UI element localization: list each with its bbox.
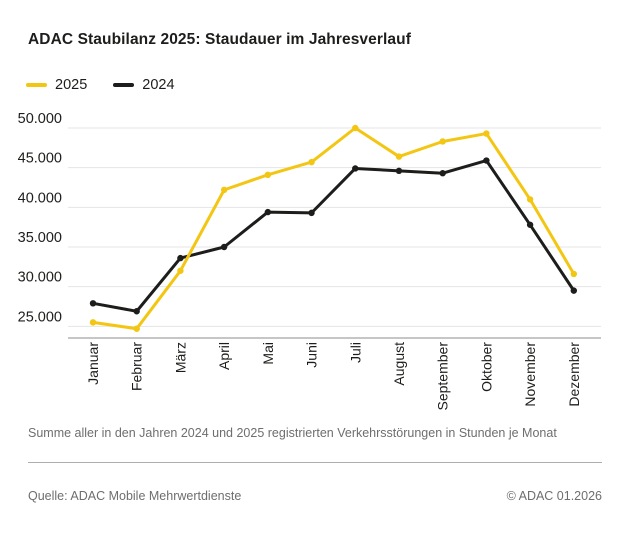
legend-item-2025: 2025 — [26, 77, 87, 93]
month-label: Mai — [260, 342, 276, 365]
data-point-2025 — [264, 171, 272, 179]
month-label: Oktober — [478, 342, 494, 392]
data-point-2025 — [352, 124, 359, 132]
legend-line-2024-icon — [113, 83, 135, 87]
data-point-2024 — [483, 157, 490, 164]
data-point-2024 — [439, 170, 446, 177]
month-label: November — [522, 342, 538, 407]
divider-line — [28, 462, 602, 463]
month-label: Februar — [129, 342, 145, 391]
legend-item-2024: 2024 — [113, 77, 175, 93]
chart-footnote: Summe aller in den Jahren 2024 und 2025 … — [28, 426, 557, 440]
source-text: Quelle: ADAC Mobile Mehrwertdienste — [28, 489, 242, 503]
y-axis-label: 50.000 — [18, 111, 62, 127]
data-point-2025 — [220, 186, 228, 194]
data-point-2024 — [177, 254, 184, 262]
month-label: September — [435, 342, 451, 411]
data-point-2024 — [133, 308, 140, 315]
data-point-2025 — [395, 153, 403, 160]
footer: Quelle: ADAC Mobile Mehrwertdienste © AD… — [28, 489, 602, 503]
data-point-2024 — [264, 208, 272, 216]
y-axis-label: 40.000 — [18, 190, 62, 206]
data-point-2024 — [526, 221, 534, 228]
data-point-2025 — [133, 325, 140, 332]
y-axis-label: 35.000 — [18, 230, 62, 246]
y-axis-label: 30.000 — [18, 270, 62, 286]
month-label: Juli — [347, 342, 363, 363]
month-label: März — [172, 342, 188, 373]
data-point-2025 — [570, 270, 578, 278]
data-point-2025 — [526, 196, 534, 203]
legend: 2025 2024 — [26, 77, 175, 93]
data-point-2025 — [439, 138, 446, 145]
legend-label-2025: 2025 — [55, 77, 88, 93]
data-point-2024 — [308, 209, 315, 217]
legend-line-2025-icon — [26, 83, 47, 87]
data-point-2025 — [89, 319, 97, 326]
page-title: ADAC Staubilanz 2025: Staudauer im Jahre… — [28, 31, 411, 48]
month-label: Dezember — [566, 342, 582, 407]
data-point-2024 — [220, 243, 228, 251]
data-point-2025 — [483, 130, 490, 137]
y-axis-label: 45.000 — [18, 151, 62, 167]
data-point-2024 — [352, 165, 359, 172]
line-chart: 25.000 30.000 35.000 40.000 45.000 50.000 Janu… — [18, 111, 601, 411]
series-line-2024 — [91, 159, 576, 313]
legend-label-2024: 2024 — [142, 77, 175, 93]
y-axis-label: 25.000 — [18, 309, 62, 325]
data-point-2025 — [308, 158, 315, 166]
month-label: Januar — [85, 342, 101, 385]
data-point-2024 — [89, 300, 97, 307]
data-point-2024 — [395, 167, 403, 175]
series-line-2025 — [91, 126, 576, 331]
copyright-text: © ADAC 01.2026 — [506, 489, 602, 503]
month-label: April — [216, 342, 232, 370]
month-label: August — [391, 342, 407, 386]
data-point-2024 — [570, 287, 578, 294]
month-label: Juni — [304, 342, 320, 368]
data-point-2025 — [177, 267, 184, 274]
